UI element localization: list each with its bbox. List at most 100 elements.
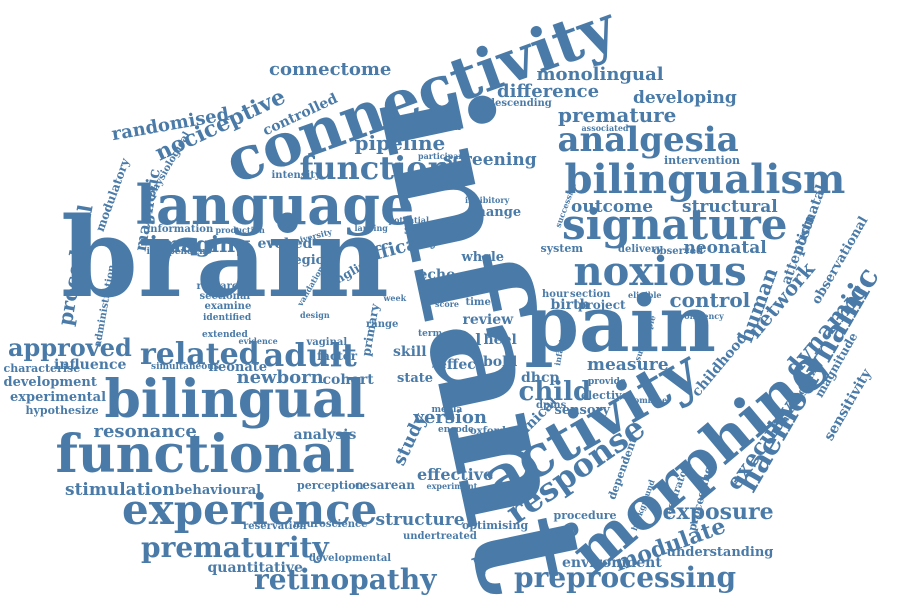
word-adult: adult <box>263 336 357 374</box>
word-gestational: gestational <box>398 122 462 133</box>
word-term: term <box>418 328 443 339</box>
word-reservation: reservation <box>243 521 307 532</box>
word-factor: factor <box>317 349 358 363</box>
word-quantitative: quantitative <box>207 560 303 576</box>
word-characterise: characterise <box>3 361 81 375</box>
word-production: production <box>215 225 265 235</box>
word-lancing: lancing <box>354 223 388 233</box>
word-design: design <box>300 310 330 320</box>
word-preprocessing: preprocessing <box>514 561 737 594</box>
word-system: system <box>540 241 584 255</box>
word-pain: pain <box>524 279 716 370</box>
word-cesarean: cesarean <box>355 478 415 492</box>
word-screening: screening <box>443 149 537 170</box>
word-encode: encode <box>438 424 474 435</box>
word-effective: effective <box>417 465 494 484</box>
word-neonatal: neonatal <box>683 237 767 258</box>
word-intensity: intensity <box>271 170 321 181</box>
word-state: state <box>397 370 434 386</box>
word-stimulation: stimulation <box>65 479 175 500</box>
word-bilingualism: bilingualism <box>564 156 846 203</box>
word-descending: descending <box>488 98 552 109</box>
word-change: change <box>468 204 522 220</box>
word-review: review <box>462 312 514 328</box>
word-control: control <box>669 288 751 312</box>
word-version: version <box>413 407 487 428</box>
word-proficiency: proficiency <box>674 311 724 321</box>
word-resonance: resonance <box>93 421 197 442</box>
word-premature: premature <box>558 103 677 127</box>
word-child: child <box>518 377 592 407</box>
word-heel: heel <box>483 332 517 348</box>
word-measure: measure <box>587 354 669 375</box>
word-section: section <box>570 289 611 300</box>
word-sectional: sectional <box>199 291 251 302</box>
word-eligible: eligible <box>628 290 662 300</box>
word-brain: brain <box>61 193 389 322</box>
word-approved: approved <box>8 333 132 362</box>
word-neuroscience: neuroscience <box>293 519 368 530</box>
word-environment: environment <box>562 555 662 571</box>
word-independent: independent <box>146 246 210 257</box>
word-identified: identified <box>203 312 252 323</box>
word-procedure: procedure <box>553 508 617 522</box>
word-retinopathy: retinopathy <box>254 563 437 596</box>
word-examine: examine <box>204 301 252 312</box>
word-experimental: experimental <box>10 389 107 405</box>
word-structural: structural <box>682 196 778 217</box>
word-range: range <box>366 319 399 330</box>
word-oxford: oxford <box>470 426 506 437</box>
word-trial: trial <box>443 330 482 349</box>
word-functional: functional <box>55 424 355 485</box>
word-perception: perception <box>297 478 364 492</box>
word-bold: bold <box>483 354 518 370</box>
word-evidence: evidence <box>238 336 278 346</box>
word-connectome: connectome <box>269 59 392 80</box>
word-provide: provide <box>588 376 626 387</box>
word-imaging: imaging <box>149 232 251 258</box>
word-delivery: delivery <box>618 244 663 255</box>
word-safety: safety <box>404 222 451 238</box>
word-sensory: sensory <box>554 402 610 418</box>
word-behavioural: behavioural <box>175 482 262 498</box>
word-score: score <box>435 299 460 309</box>
word-simultaneous: simultaneous <box>151 361 219 372</box>
word-developing: developing <box>633 87 737 108</box>
word-research: research <box>196 281 246 292</box>
word-region: region <box>286 252 334 268</box>
word-bilingual: bilingual <box>104 369 366 430</box>
word-project: project <box>578 298 626 312</box>
word-monolingual: monolingual <box>536 64 664 85</box>
word-undertreated: undertreated <box>403 531 477 542</box>
word-inhibitory: inhibitory <box>465 195 510 205</box>
word-extended: extended <box>202 329 248 340</box>
word-developmental: developmental <box>309 553 392 564</box>
word-analysis: analysis <box>293 427 357 443</box>
word-outcome: outcome <box>571 196 654 217</box>
word-observed: observed <box>653 246 704 257</box>
word-cohort: cohort <box>322 372 374 388</box>
word-week: week <box>383 293 407 303</box>
word-birth: birth <box>550 297 590 313</box>
word-vaginal: vaginal <box>306 337 348 348</box>
word-prematurity: prematurity <box>141 531 329 564</box>
word-difference: difference <box>497 81 600 102</box>
word-influence: influence <box>54 357 127 373</box>
word-echo: echo <box>418 267 456 283</box>
word-combine: combine <box>629 395 668 405</box>
word-information: information <box>146 224 214 235</box>
word-neonate: neonate <box>208 359 268 375</box>
word-evoked: evoked <box>257 236 313 252</box>
word-potential: potential <box>388 215 430 225</box>
word-participant: participant <box>418 151 468 161</box>
word-understanding: understanding <box>666 544 774 560</box>
word-experience: experience <box>122 485 378 534</box>
word-newborn: newborn <box>236 367 324 388</box>
word-related: related <box>140 337 260 372</box>
word-structure: structure <box>375 509 465 530</box>
word-noxious: noxious <box>573 248 747 295</box>
word-intervention: intervention <box>664 153 741 167</box>
word-experiment: experiment <box>426 481 478 491</box>
word-pipeline: pipeline <box>354 131 446 155</box>
